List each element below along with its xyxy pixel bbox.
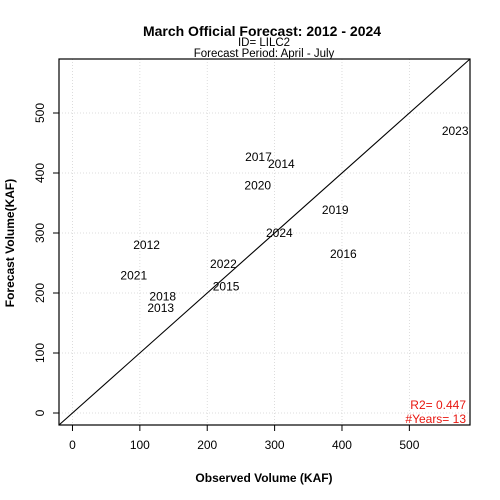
grid-lines [59,59,470,425]
y-axis-label: Forecast Volume(KAF) [3,179,17,307]
x-tick-label: 500 [399,438,419,452]
x-tick-label: 400 [332,438,352,452]
year-labeled-points: 2012 2013 2014 2015 2016 2017 2018 2019 2020 2021… [120,124,468,315]
chart-subtitle-id: ID= LILC2 [238,37,290,49]
chart-subtitle-period: Forecast Period: April - July [194,48,335,60]
x-tick-label: 100 [130,438,150,452]
point-label-2014: 2014 [268,157,295,171]
y-tick-label: 400 [33,163,47,183]
point-label-2017: 2017 [245,150,272,164]
y-tick-label: 0 [33,409,47,416]
y-tick-label: 300 [33,223,47,243]
y-tick-label: 500 [33,103,47,123]
point-label-2022: 2022 [210,257,237,271]
point-label-2013: 2013 [147,301,174,315]
y-tick-label: 200 [33,283,47,303]
one-to-one-reference-line [58,58,471,426]
chart-title: March Official Forecast: 2012 - 2024 [143,23,381,39]
point-label-2012: 2012 [133,238,160,252]
x-tick-label: 300 [265,438,285,452]
point-label-2016: 2016 [330,247,357,261]
years-count-text: #Years= 13 [405,412,466,426]
point-label-2019: 2019 [322,203,349,217]
point-label-2021: 2021 [120,269,147,283]
point-label-2015: 2015 [213,279,240,293]
point-label-2024: 2024 [266,226,293,240]
y-axis-ticks: 0 100 200 300 400 500 [33,103,59,416]
x-tick-label: 0 [69,438,76,452]
x-tick-label: 200 [197,438,217,452]
x-axis-ticks: 0 100 200 300 400 500 [69,425,420,452]
point-label-2023: 2023 [442,124,469,138]
x-axis-label: Observed Volume (KAF) [195,471,332,485]
plot-area-frame [58,58,471,426]
point-label-2020: 2020 [244,179,271,193]
y-tick-label: 100 [33,343,47,363]
r-squared-text: R2= 0.447 [410,398,466,412]
point-label-2018: 2018 [149,290,176,304]
